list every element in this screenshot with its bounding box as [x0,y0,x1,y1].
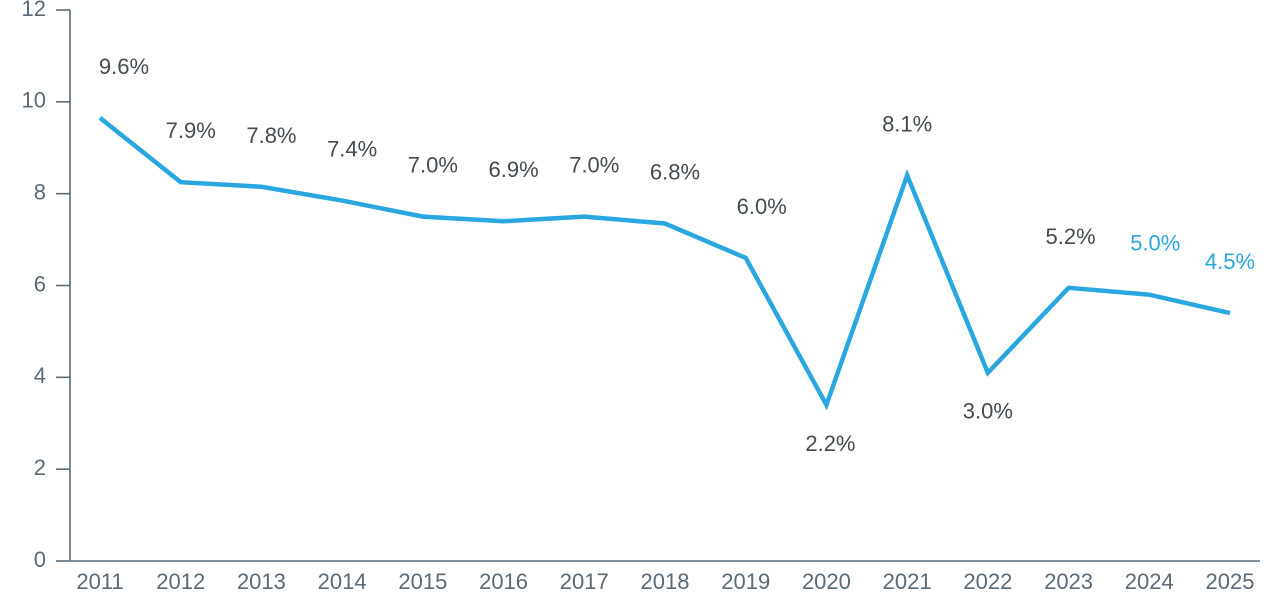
data-label: 3.0% [963,399,1013,424]
data-label: 7.0% [569,153,619,178]
x-tick-label: 2019 [721,569,770,594]
data-label: 7.8% [246,123,296,148]
data-label: 2.2% [805,431,855,456]
x-tick-label: 2015 [398,569,447,594]
x-tick-label: 2023 [1044,569,1093,594]
data-label: 9.6% [99,54,149,79]
x-tick-label: 2018 [641,569,690,594]
chart-svg: 0 2 4 6 8 10 12 2011 2012 2013 2014 2015 2016 2017 201… [0,0,1280,601]
y-tick-label: 2 [34,455,46,480]
x-tick-label: 2022 [963,569,1012,594]
data-label: 6.8% [650,160,700,185]
x-tick-label: 2020 [802,569,851,594]
y-tick-label: 4 [34,363,46,388]
data-label: 6.9% [488,157,538,182]
data-label: 8.1% [882,111,932,136]
data-label: 7.0% [408,153,458,178]
y-tick-label: 6 [34,271,46,296]
line-chart: 0 2 4 6 8 10 12 2011 2012 2013 2014 2015 2016 2017 201… [0,0,1280,601]
x-tick-label: 2012 [156,569,205,594]
data-label: 7.4% [327,137,377,162]
data-label: 4.5% [1205,249,1255,274]
x-tick-label: 2013 [237,569,286,594]
x-tick-label: 2024 [1125,569,1174,594]
x-tick-label: 2016 [479,569,528,594]
x-tick-label: 2017 [560,569,609,594]
x-tick-label: 2011 [76,569,123,594]
data-label: 7.9% [166,118,216,143]
x-tick-label: 2025 [1206,569,1255,594]
chart-background [0,0,1280,601]
data-label: 5.2% [1045,224,1095,249]
y-tick-label: 12 [22,0,46,21]
data-label: 5.0% [1130,231,1180,256]
data-label: 6.0% [737,194,787,219]
x-tick-label: 2021 [883,569,932,594]
y-tick-label: 0 [34,547,46,572]
y-tick-label: 10 [22,88,46,113]
x-tick-label: 2014 [318,569,367,594]
y-tick-label: 8 [34,179,46,204]
